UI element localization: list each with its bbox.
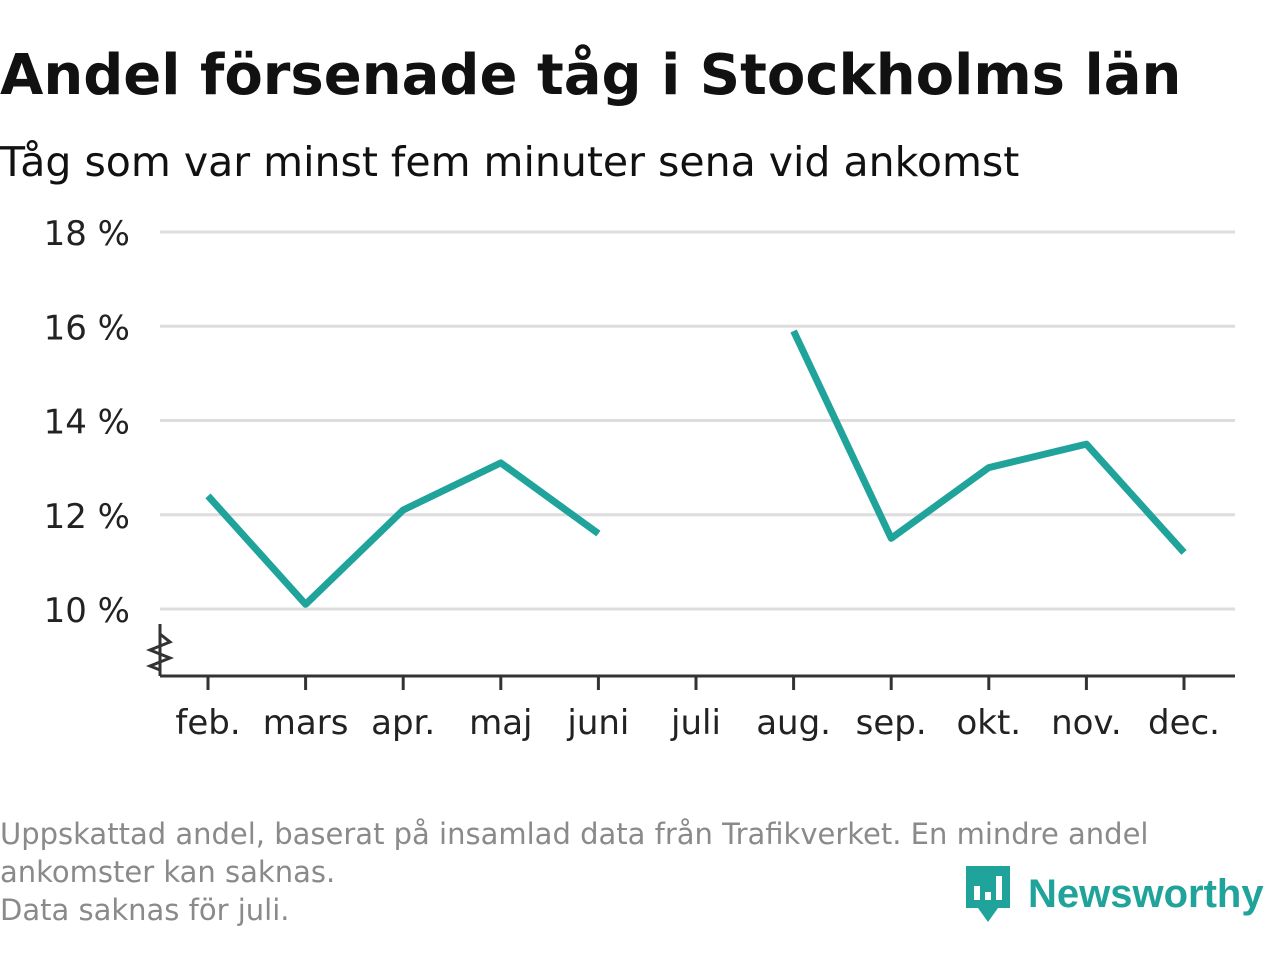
chart-title: Andel försenade tåg i Stockholms län bbox=[0, 43, 1182, 108]
x-tick-label: dec. bbox=[1148, 703, 1220, 743]
newsworthy-logo: Newsworthy bbox=[962, 862, 1264, 926]
y-tick-label: 18 % bbox=[44, 214, 130, 254]
series-line bbox=[790, 329, 1187, 555]
x-tick-label: okt. bbox=[956, 703, 1021, 743]
newsworthy-chart-bubble-icon bbox=[966, 866, 1010, 922]
footnote-line-2: ankomster kan saknas. bbox=[0, 855, 336, 889]
series-line bbox=[205, 459, 601, 608]
chart-subtitle: Tåg som var minst fem minuter sena vid a… bbox=[0, 138, 1020, 186]
axis-break-icon bbox=[145, 624, 175, 676]
x-tick-label: sep. bbox=[856, 703, 927, 743]
logo-text: Newsworthy bbox=[1028, 871, 1264, 916]
y-tick-label: 10 % bbox=[44, 591, 130, 631]
x-tick-label: juni bbox=[566, 703, 629, 743]
x-tick-label: feb. bbox=[175, 703, 240, 743]
y-tick-label: 14 % bbox=[44, 403, 130, 443]
line-chart: 10 % 12 % 14 % 16 % 18 % feb. mars apr. maj juni j… bbox=[44, 214, 1235, 743]
x-tick-label: nov. bbox=[1051, 703, 1122, 743]
x-tick-label: apr. bbox=[371, 703, 435, 743]
footnote-line-1: Uppskattad andel, baserat på insamlad da… bbox=[0, 817, 1149, 851]
x-tick-label: maj bbox=[469, 703, 532, 743]
footnote: Uppskattad andel, baserat på insamlad da… bbox=[0, 815, 1270, 929]
x-tick-label: aug. bbox=[756, 703, 831, 743]
x-tick-label: juli bbox=[670, 703, 721, 743]
y-tick-label: 16 % bbox=[44, 308, 130, 348]
x-tick-label: mars bbox=[263, 703, 349, 743]
y-tick-label: 12 % bbox=[44, 497, 130, 537]
footnote-line-3: Data saknas för juli. bbox=[0, 893, 290, 927]
